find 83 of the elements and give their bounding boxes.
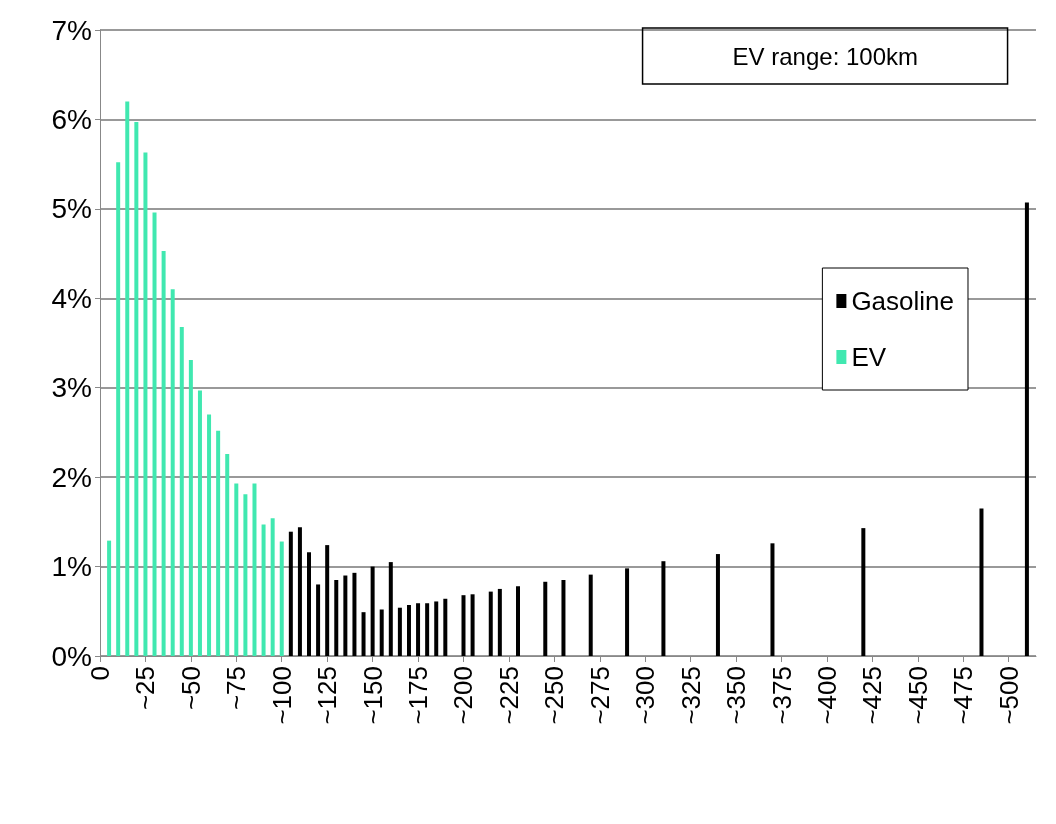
- bar: [516, 586, 521, 656]
- bar: [388, 562, 393, 656]
- x-tick-label: ~200: [448, 666, 479, 725]
- x-tick-label: ~225: [493, 666, 524, 725]
- bar: [661, 561, 666, 656]
- bar: [1024, 202, 1029, 656]
- bar: [770, 543, 775, 656]
- bar: [370, 566, 375, 656]
- bar: [488, 591, 493, 656]
- x-tick-label: ~400: [811, 666, 842, 725]
- bar: [416, 603, 421, 656]
- bar: [125, 101, 130, 656]
- bar: [715, 554, 720, 656]
- x-tick-label: ~475: [948, 666, 979, 725]
- bar: [134, 122, 139, 656]
- bar: [152, 212, 157, 656]
- bar: [288, 531, 293, 656]
- bar: [297, 527, 302, 656]
- x-tick-label: ~325: [675, 666, 706, 725]
- x-tick-label: ~425: [857, 666, 888, 725]
- bar: [425, 603, 430, 656]
- x-tick-label: ~150: [357, 666, 388, 725]
- bar: [261, 524, 266, 656]
- bar: [343, 575, 348, 656]
- bar: [316, 584, 321, 656]
- bar: [143, 152, 148, 656]
- bar: [434, 601, 439, 656]
- x-tick-label: ~50: [175, 666, 206, 711]
- x-tick-label: ~375: [766, 666, 797, 725]
- bar: [116, 162, 121, 656]
- bar: [861, 528, 866, 656]
- bar: [252, 483, 257, 656]
- bar: [397, 607, 402, 656]
- x-tick-label: ~250: [539, 666, 570, 725]
- x-tick-label: ~125: [312, 666, 343, 725]
- bar: [243, 494, 248, 656]
- x-tick-label: ~75: [221, 666, 252, 711]
- bar: [107, 540, 112, 656]
- legend-label: Gasoline: [851, 286, 955, 316]
- bar: [561, 579, 566, 656]
- x-tick-label: ~100: [266, 666, 297, 725]
- bar: [188, 359, 193, 656]
- bar: [307, 552, 312, 656]
- bar: [270, 518, 275, 656]
- bar: [197, 390, 202, 656]
- x-tick-label: ~350: [721, 666, 752, 725]
- x-tick-label: ~450: [902, 666, 933, 725]
- bar: [325, 545, 330, 656]
- bar: [279, 541, 284, 656]
- bar: [443, 598, 448, 656]
- bar: [207, 414, 212, 656]
- bar: [461, 595, 466, 656]
- legend-label: EV: [851, 342, 887, 372]
- x-tick-label: ~25: [130, 666, 161, 711]
- x-tick-label: ~275: [584, 666, 615, 725]
- bar: [543, 581, 548, 656]
- bar: [225, 453, 230, 656]
- y-tick-label: 4%: [51, 282, 92, 314]
- bar: [161, 250, 166, 656]
- x-tick-label: ~175: [403, 666, 434, 725]
- bar: [334, 579, 339, 656]
- bar: [234, 483, 239, 656]
- y-tick-label: 1%: [51, 551, 92, 583]
- bar: [216, 430, 221, 656]
- bar: [979, 508, 984, 656]
- bar: [361, 612, 366, 656]
- bar: [470, 594, 475, 656]
- annotation: EV range: 100km: [732, 42, 918, 70]
- bar: [497, 588, 502, 656]
- bar: [352, 572, 357, 656]
- bar: [170, 289, 175, 656]
- bar: [379, 609, 384, 656]
- y-tick-label: 5%: [51, 193, 92, 225]
- bar: [179, 326, 184, 656]
- bar: [406, 605, 411, 656]
- y-tick-label: 2%: [51, 461, 92, 493]
- x-tick-label: ~300: [630, 666, 661, 725]
- y-tick-label: 6%: [51, 103, 92, 135]
- x-tick-label: ~500: [993, 666, 1024, 725]
- bar: [625, 568, 630, 656]
- bar: [588, 574, 593, 656]
- y-tick-label: 3%: [51, 372, 92, 404]
- y-tick-label: 7%: [51, 14, 92, 46]
